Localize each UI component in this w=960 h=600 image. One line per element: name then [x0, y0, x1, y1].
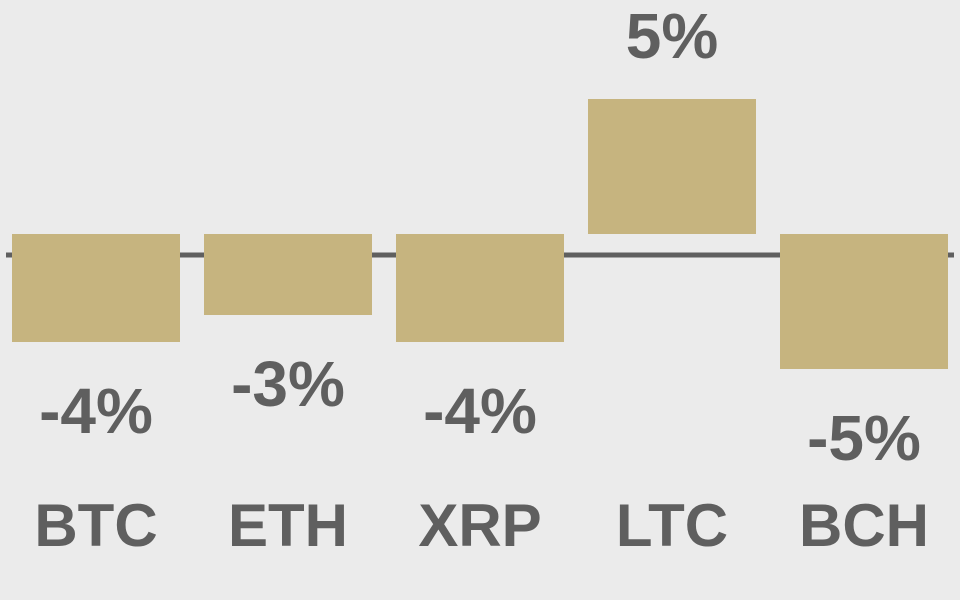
value-label: -4%: [423, 375, 537, 447]
bar: [588, 99, 756, 234]
category-label: BCH: [799, 492, 929, 559]
bar: [12, 234, 180, 342]
category-label: XRP: [418, 492, 541, 559]
bar: [780, 234, 948, 369]
category-label: BTC: [34, 492, 157, 559]
value-label: 5%: [626, 0, 719, 72]
value-label: -4%: [39, 375, 153, 447]
value-label: -3%: [231, 348, 345, 420]
category-label: LTC: [616, 492, 728, 559]
category-label: ETH: [228, 492, 348, 559]
bar: [396, 234, 564, 342]
value-label: -5%: [807, 402, 921, 474]
bar: [204, 234, 372, 315]
